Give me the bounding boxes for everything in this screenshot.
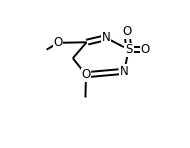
Text: O: O	[81, 68, 91, 81]
Text: N: N	[120, 65, 128, 78]
Text: O: O	[53, 36, 63, 49]
Text: S: S	[125, 43, 132, 56]
Text: O: O	[122, 25, 132, 38]
Text: O: O	[141, 43, 150, 56]
Text: N: N	[101, 31, 110, 44]
